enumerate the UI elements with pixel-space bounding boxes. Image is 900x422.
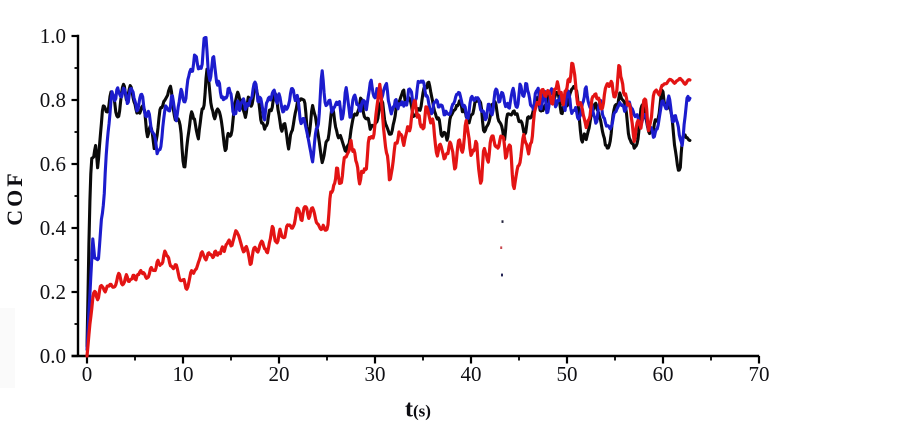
svg-text:0.0: 0.0 xyxy=(40,344,66,368)
svg-text:0.4: 0.4 xyxy=(40,216,67,240)
svg-text:50: 50 xyxy=(557,362,578,386)
svg-text:20: 20 xyxy=(269,362,290,386)
svg-text:70: 70 xyxy=(749,362,770,386)
svg-text:30: 30 xyxy=(365,362,386,386)
svg-text:t(s): t(s) xyxy=(405,397,431,422)
svg-text:COF: COF xyxy=(2,170,27,225)
svg-text:0.2: 0.2 xyxy=(40,280,66,304)
svg-text:0.8: 0.8 xyxy=(40,88,66,112)
svg-text:10: 10 xyxy=(173,362,194,386)
svg-text:0: 0 xyxy=(82,362,93,386)
svg-text:1.0: 1.0 xyxy=(40,24,66,48)
svg-text:0.6: 0.6 xyxy=(40,152,66,176)
svg-text:40: 40 xyxy=(461,362,482,386)
svg-text:60: 60 xyxy=(653,362,674,386)
